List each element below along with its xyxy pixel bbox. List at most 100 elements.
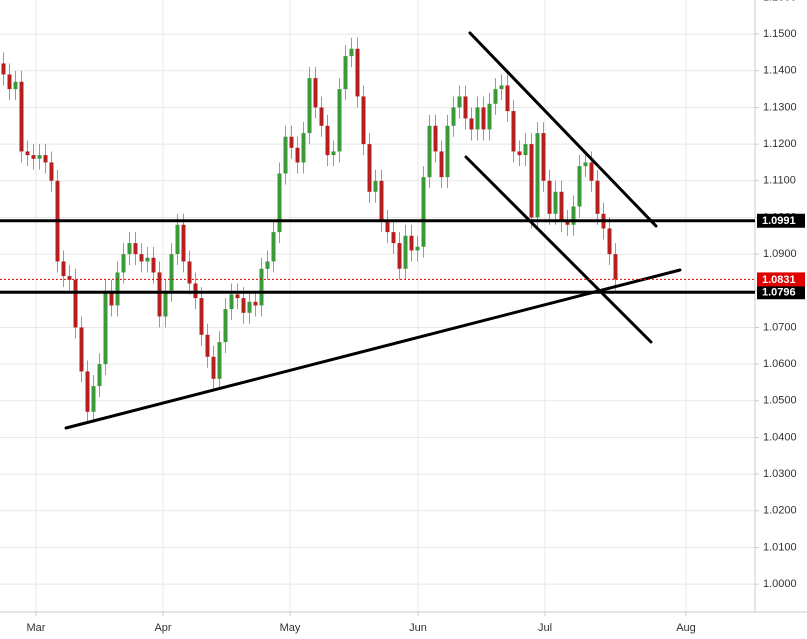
candle-body: [583, 162, 588, 167]
candle-body: [43, 155, 48, 163]
candle-body: [403, 235, 408, 269]
candle-body: [343, 56, 348, 90]
candle-body: [385, 221, 390, 233]
level-label: 1.0991: [762, 215, 796, 227]
y-tick-label: 1.1400: [763, 65, 797, 77]
y-tick-label: 1.1200: [763, 138, 797, 150]
candle-body: [331, 151, 336, 156]
candle-body: [259, 268, 264, 306]
level-tag: [757, 213, 805, 228]
candle-body: [595, 180, 600, 214]
candle-body: [289, 136, 294, 148]
candles: [1, 37, 618, 423]
y-tick-label: 1.0900: [763, 248, 797, 260]
y-tick-label: 1.1500: [763, 28, 797, 40]
candle-body: [7, 74, 12, 90]
candle-body: [499, 85, 504, 90]
candle-body: [589, 162, 594, 181]
candle-body: [409, 235, 414, 251]
candle-body: [397, 243, 402, 269]
candle-body: [337, 89, 342, 152]
candle-body: [265, 261, 270, 269]
candle-body: [85, 371, 90, 412]
last-price-tag: [757, 272, 805, 287]
candle-body: [439, 151, 444, 178]
candle-body: [379, 180, 384, 222]
candle-body: [25, 151, 30, 156]
candle-body: [511, 111, 516, 152]
candle-body: [469, 118, 474, 130]
x-tick-label: Apr: [154, 622, 171, 634]
last-price-label: 1.0831: [762, 274, 796, 286]
trend-line: [464, 155, 653, 344]
y-tick-label: 1.0200: [763, 505, 797, 517]
grid: [0, 0, 759, 616]
candle-body: [277, 173, 282, 233]
candle-body: [307, 78, 312, 134]
candle-body: [541, 133, 546, 181]
candle-body: [523, 144, 528, 156]
x-tick-label: Mar: [27, 622, 46, 634]
candle-body: [391, 232, 396, 244]
y-tick-label: 1.1100: [763, 175, 796, 187]
candle-body: [229, 294, 234, 310]
candle-body: [493, 89, 498, 104]
candle-body: [475, 107, 480, 130]
candle-body: [247, 301, 252, 313]
candle-body: [211, 356, 216, 379]
x-tick-label: May: [280, 622, 301, 634]
candle-body: [253, 301, 258, 306]
y-tick-label: 1.0500: [763, 395, 797, 407]
candle-body: [421, 177, 426, 247]
candle-body: [217, 342, 222, 379]
candle-body: [319, 107, 324, 126]
y-tick-label: 1.1300: [763, 101, 797, 113]
candle-body: [547, 180, 552, 214]
y-tick-label: 1.0400: [763, 431, 797, 443]
candle-body: [241, 298, 246, 313]
candle-body: [415, 246, 420, 251]
candle-body: [187, 261, 192, 284]
candle-body: [181, 224, 186, 262]
candle-body: [199, 298, 204, 335]
candle-body: [13, 81, 18, 90]
candle-body: [367, 144, 372, 192]
candle-body: [61, 261, 66, 277]
level-label: 1.0796: [762, 287, 796, 299]
candle-body: [91, 386, 96, 412]
candle-body: [373, 180, 378, 192]
y-tick-label: 1.0600: [763, 358, 797, 370]
candle-body: [37, 155, 42, 159]
candle-body: [121, 254, 126, 273]
candle-body: [109, 290, 114, 306]
candle-body: [163, 290, 168, 317]
x-tick-label: Jul: [538, 622, 552, 634]
candle-body: [127, 243, 132, 255]
candle-body: [31, 155, 36, 159]
candle-body: [139, 254, 144, 262]
candle-body: [271, 232, 276, 262]
level-tag: [757, 285, 805, 300]
candle-body: [133, 243, 138, 255]
candle-body: [535, 133, 540, 218]
candle-body: [457, 96, 462, 108]
labels: 1.0000 1.0100 1.0200 1.0300 1.0400 1.0500 1.06…: [27, 0, 805, 634]
y-tick-label: 1.0700: [763, 321, 797, 333]
candle-body: [463, 96, 468, 119]
candle-body: [613, 254, 618, 280]
candle-body: [283, 136, 288, 174]
candle-body: [433, 125, 438, 152]
candle-body: [73, 279, 78, 328]
y-tick-label: 1.0000: [763, 578, 797, 590]
candle-body: [145, 257, 150, 262]
candle-body: [427, 125, 432, 178]
candle-body: [553, 191, 558, 214]
candle-body: [355, 48, 360, 97]
candle-body: [565, 221, 570, 225]
overlay: [0, 31, 755, 430]
candle-body: [19, 81, 24, 152]
y-tick-label: 1.1600: [763, 0, 797, 3]
candle-body: [115, 272, 120, 306]
